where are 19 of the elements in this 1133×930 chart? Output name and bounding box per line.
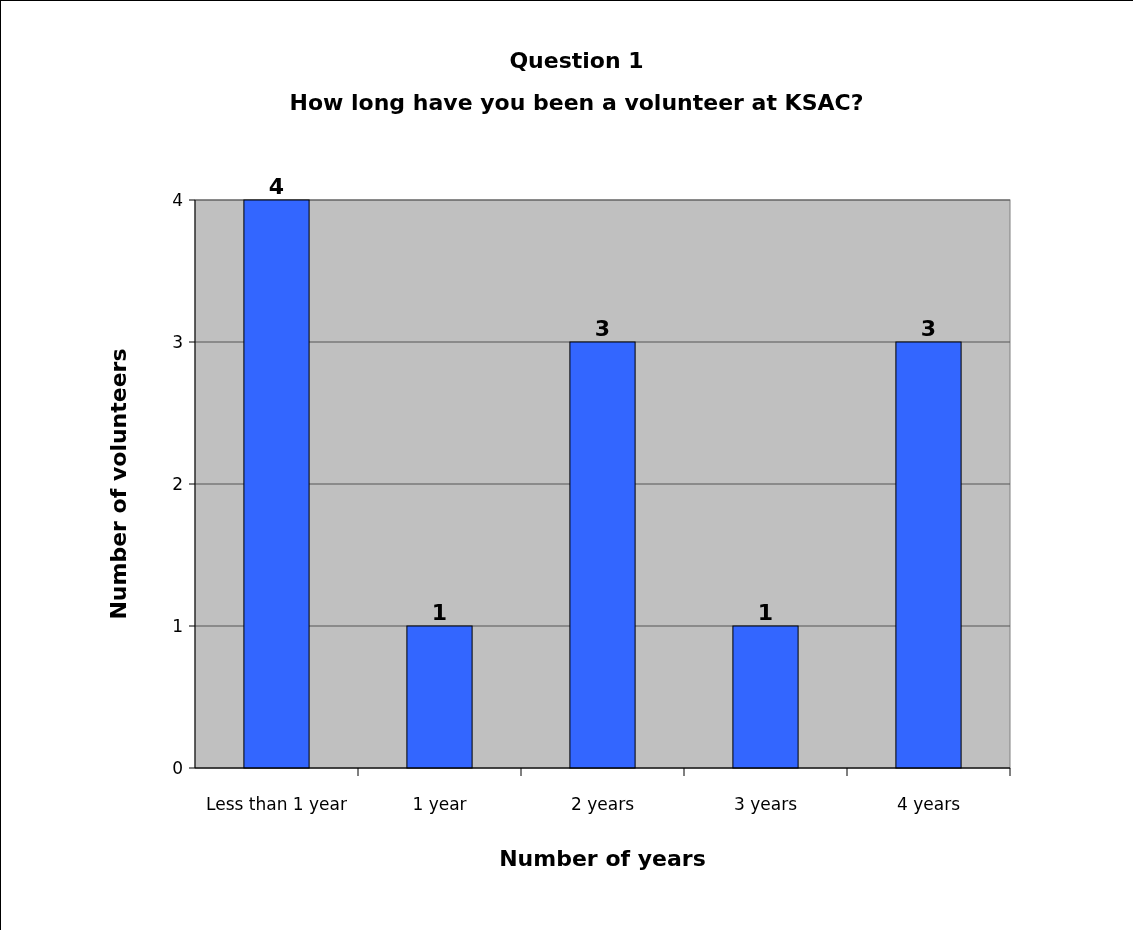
y-tick-label: 4 xyxy=(172,189,183,210)
chart-subtitle: How long have you been a volunteer at KSAC? xyxy=(289,90,864,115)
x-tick-label: 1 year xyxy=(412,794,467,814)
chart-title: Question 1 xyxy=(509,48,644,73)
x-tick-label: Less than 1 year xyxy=(206,794,347,814)
y-tick-label: 3 xyxy=(172,331,183,352)
data-label: 1 xyxy=(431,600,448,625)
y-axis-title: Number of volunteers xyxy=(106,348,131,620)
x-tick-label: 4 years xyxy=(896,794,961,814)
data-label: 3 xyxy=(920,316,937,341)
x-axis-title: Number of years xyxy=(499,846,706,871)
x-tick-label: 3 years xyxy=(733,794,798,814)
data-label: 1 xyxy=(757,600,774,625)
y-tick-label: 1 xyxy=(172,615,183,636)
y-tick-label: 2 xyxy=(172,473,183,494)
y-tick-label: 0 xyxy=(172,757,183,778)
data-label: 4 xyxy=(268,174,285,199)
x-tick-label: 2 years xyxy=(570,794,635,814)
data-label: 3 xyxy=(594,316,611,341)
